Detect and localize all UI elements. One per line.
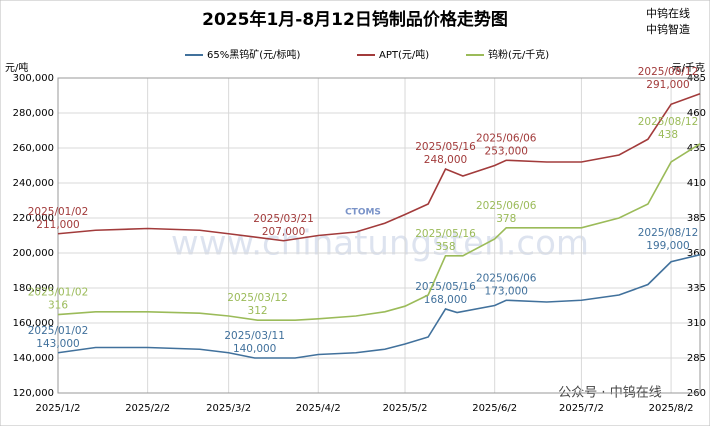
y-tick-label: 180,000 bbox=[13, 283, 54, 294]
value-label: 248,000 bbox=[424, 154, 467, 166]
y-axis-title: 元/吨 bbox=[5, 61, 28, 74]
date-label: 2025/03/12 bbox=[227, 292, 288, 304]
brand: 中钨在线 bbox=[646, 6, 690, 20]
value-label: 291,000 bbox=[646, 79, 689, 91]
brand: 中钨智造 bbox=[646, 22, 690, 36]
date-label: 2025/05/16 bbox=[415, 228, 476, 240]
series-line bbox=[57, 143, 701, 321]
plot-area bbox=[57, 77, 701, 394]
date-label: 2025/03/11 bbox=[224, 330, 285, 342]
value-label: 199,000 bbox=[646, 240, 689, 252]
y-tick-label: 280,000 bbox=[13, 108, 54, 119]
x-tick-label: 2025/1/2 bbox=[36, 403, 81, 414]
y2-tick-label: 285 bbox=[687, 353, 706, 364]
date-label: 2025/01/02 bbox=[28, 206, 89, 218]
value-label: 143,000 bbox=[36, 338, 79, 350]
y-tick-label: 300,000 bbox=[13, 73, 54, 84]
watermark: www.chinatungsten.com bbox=[171, 224, 589, 264]
value-label: 173,000 bbox=[485, 285, 528, 297]
y-tick-label: 160,000 bbox=[13, 318, 54, 329]
chart-title: 2025年1月-8月12日钨制品价格走势图 bbox=[202, 9, 508, 30]
date-label: 2025/01/02 bbox=[28, 287, 89, 299]
date-label: 2025/03/21 bbox=[253, 213, 314, 225]
logo-text: CTOMS bbox=[345, 208, 381, 218]
x-tick-label: 2025/7/2 bbox=[559, 403, 604, 414]
y2-tick-label: 410 bbox=[687, 178, 706, 189]
value-label: 358 bbox=[435, 241, 455, 253]
x-tick-label: 2025/4/2 bbox=[296, 403, 341, 414]
value-label: 140,000 bbox=[233, 343, 276, 355]
x-tick-label: 2025/5/2 bbox=[383, 403, 428, 414]
legend-label: APT(元/吨) bbox=[379, 48, 429, 61]
y2-tick-label: 310 bbox=[687, 318, 706, 329]
y-tick-label: 120,000 bbox=[13, 388, 54, 399]
value-label: 312 bbox=[248, 305, 268, 317]
value-label: 438 bbox=[658, 129, 678, 141]
value-label: 207,000 bbox=[262, 226, 305, 238]
x-tick-label: 2025/2/2 bbox=[125, 403, 170, 414]
y2-tick-label: 360 bbox=[687, 248, 706, 259]
series-line bbox=[57, 92, 701, 242]
value-label: 253,000 bbox=[485, 145, 528, 157]
value-label: 378 bbox=[496, 213, 516, 225]
date-label: 2025/08/12 bbox=[638, 227, 699, 239]
x-tick-label: 2025/6/2 bbox=[472, 403, 517, 414]
date-label: 2025/05/16 bbox=[415, 281, 476, 293]
date-label: 2025/05/16 bbox=[415, 141, 476, 153]
legend-label: 65%黑钨矿(元/标吨) bbox=[207, 48, 300, 61]
y2-tick-label: 460 bbox=[687, 108, 706, 119]
y-tick-label: 220,000 bbox=[13, 213, 54, 224]
date-label: 2025/08/12 bbox=[638, 116, 699, 128]
y2-axis-title: 元/千克 bbox=[672, 62, 705, 74]
date-label: 2025/01/02 bbox=[28, 325, 89, 337]
date-label: 2025/06/06 bbox=[476, 272, 537, 284]
y-tick-label: 140,000 bbox=[13, 353, 54, 364]
y-tick-label: 200,000 bbox=[13, 248, 54, 259]
date-label: 2025/08/12 bbox=[638, 66, 699, 78]
value-label: 211,000 bbox=[36, 219, 79, 231]
y2-tick-label: 435 bbox=[687, 143, 706, 154]
y2-tick-label: 335 bbox=[687, 283, 706, 294]
series-line bbox=[57, 253, 701, 359]
y-tick-label: 260,000 bbox=[13, 143, 54, 154]
legend-label: 钨粉(元/千克) bbox=[488, 48, 549, 61]
y2-tick-label: 385 bbox=[687, 213, 706, 224]
date-label: 2025/06/06 bbox=[476, 132, 537, 144]
y-tick-label: 240,000 bbox=[13, 178, 54, 189]
value-label: 316 bbox=[48, 300, 68, 312]
x-tick-label: 2025/8/2 bbox=[649, 403, 694, 414]
value-label: 168,000 bbox=[424, 294, 467, 306]
date-label: 2025/06/06 bbox=[476, 200, 537, 212]
x-tick-label: 2025/3/2 bbox=[206, 403, 251, 414]
